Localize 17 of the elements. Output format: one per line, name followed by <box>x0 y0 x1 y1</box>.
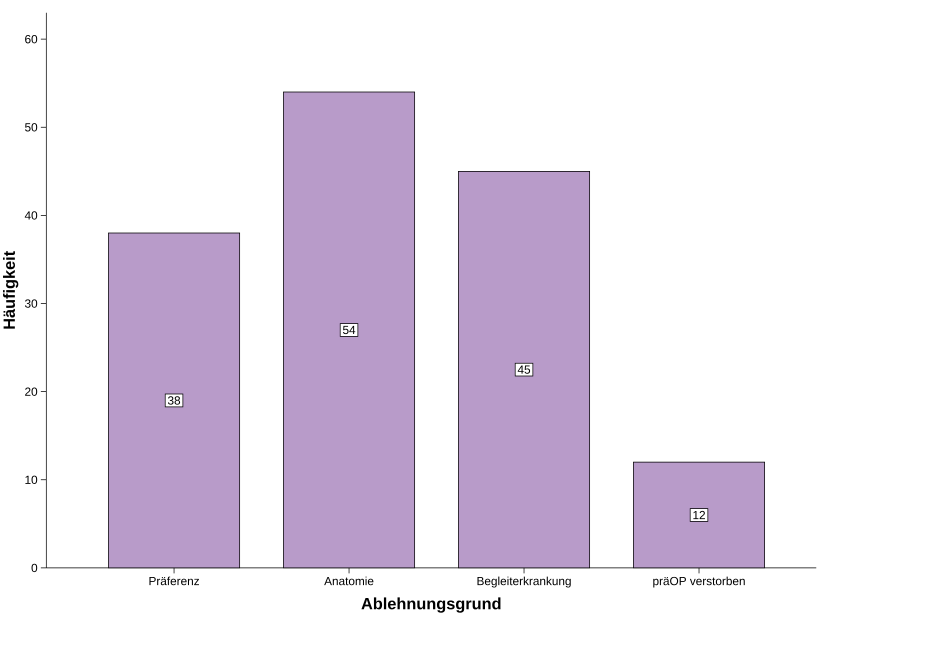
x-axis-title: Ablehnungsgrund <box>361 597 500 613</box>
y-tick-label: 60 <box>25 35 38 44</box>
y-tick-label: 50 <box>25 123 38 132</box>
x-tick-label: Präferenz <box>149 576 200 586</box>
data-label: 38 <box>168 396 180 405</box>
y-tick-label: 10 <box>25 476 38 484</box>
y-tick-label: 30 <box>24 299 38 308</box>
data-label: 45 <box>518 366 530 374</box>
x-tick-label: Begleiterkrankung <box>477 576 571 588</box>
y-tick-label: 20 <box>25 388 38 396</box>
data-label: 12 <box>693 510 705 520</box>
x-tick-label: präOP verstorben <box>653 576 745 588</box>
y-tick-label: 40 <box>24 211 38 220</box>
y-axis-title: Häufigkeit <box>3 251 18 329</box>
y-tick-label: 0 <box>32 564 38 572</box>
data-label: 54 <box>342 326 356 334</box>
x-tick-label: Anatomie <box>324 576 374 586</box>
